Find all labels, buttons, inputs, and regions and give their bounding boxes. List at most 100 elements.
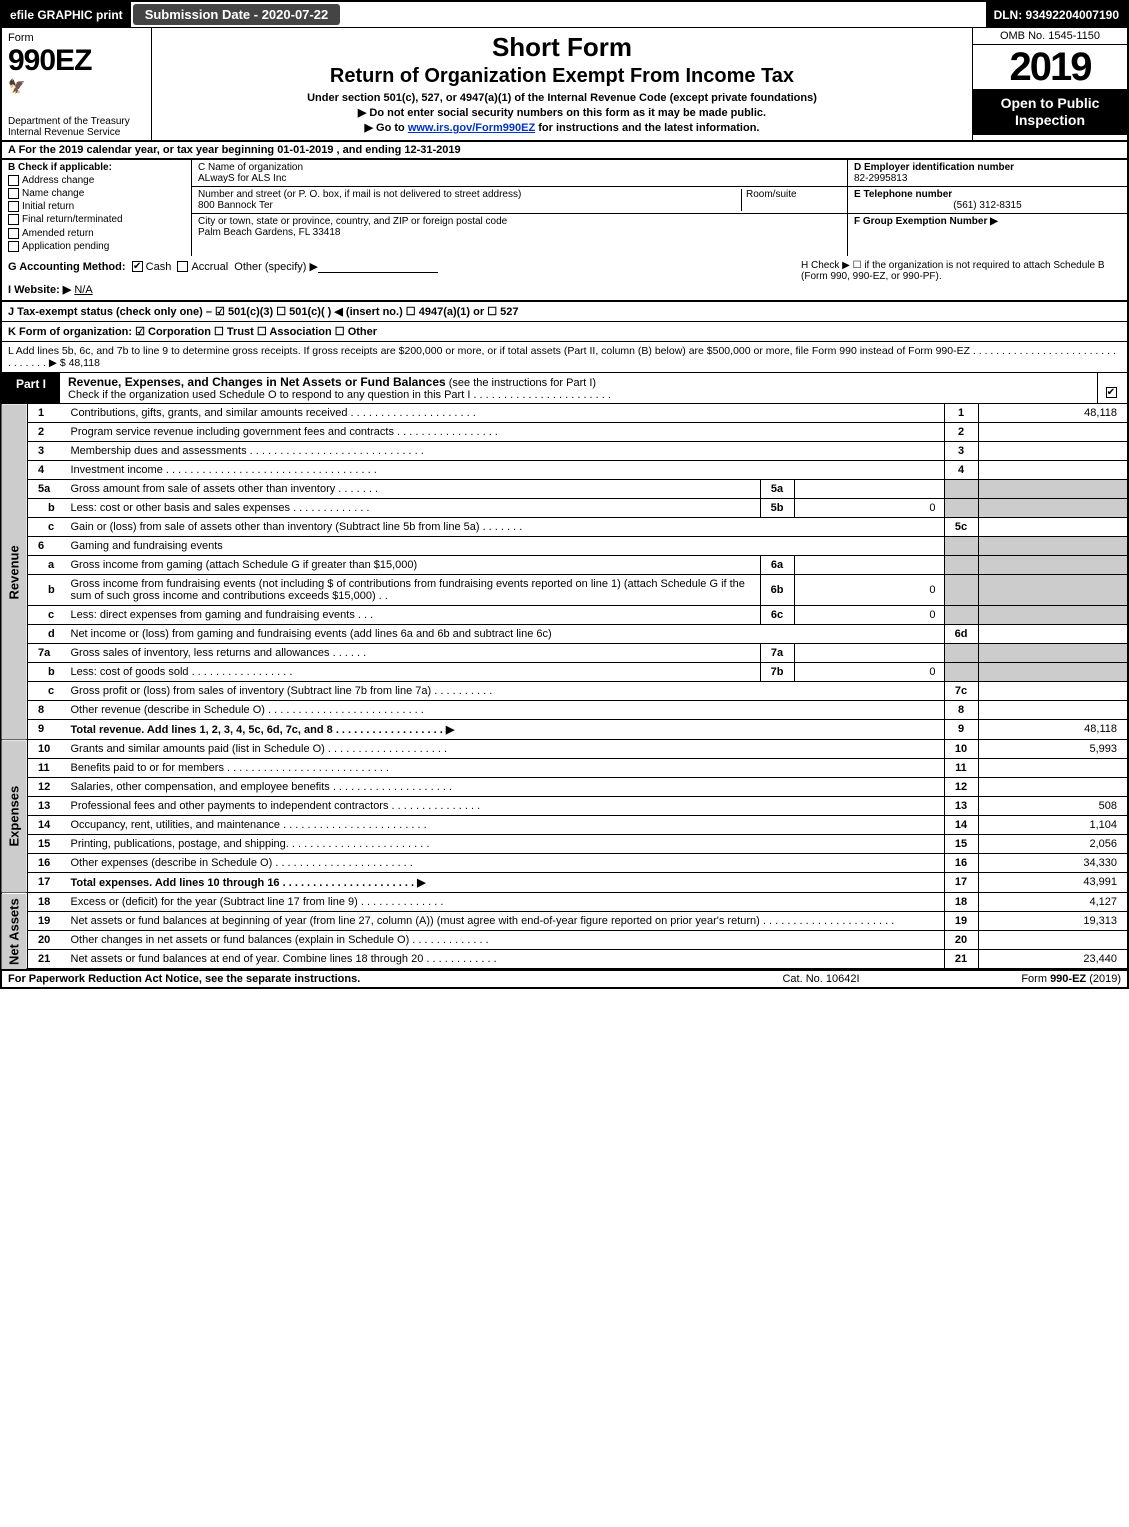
desc: Gross amount from sale of assets other t…: [66, 479, 761, 498]
val-shade: [978, 479, 1128, 498]
chk-application-pending[interactable]: Application pending: [8, 241, 185, 252]
row-city: City or town, state or province, country…: [192, 214, 847, 240]
num: 14: [944, 815, 978, 834]
line-15: 15 Printing, publications, postage, and …: [1, 834, 1128, 853]
footer-catno: Cat. No. 10642I: [691, 973, 951, 985]
group-exemption-label: F Group Exemption Number ▶: [854, 216, 998, 227]
header-center: Short Form Return of Organization Exempt…: [152, 28, 972, 140]
chk-accrual[interactable]: [177, 261, 188, 272]
ln: 3: [28, 441, 66, 460]
line-8: 8 Other revenue (describe in Schedule O)…: [1, 700, 1128, 719]
other-specify-input[interactable]: [318, 272, 438, 273]
midval: 0: [794, 662, 944, 681]
val: [978, 441, 1128, 460]
chk-name-change[interactable]: Name change: [8, 188, 185, 199]
desc: Gaming and fundraising events: [66, 536, 945, 555]
row-g: G Accounting Method: Cash Accrual Other …: [8, 260, 801, 296]
row-a-tax-year: A For the 2019 calendar year, or tax yea…: [0, 142, 1129, 160]
title-short-form: Short Form: [160, 32, 964, 63]
cash-label: Cash: [146, 261, 172, 273]
chk-amended[interactable]: Amended return: [8, 228, 185, 239]
other-label: Other (specify) ▶: [234, 261, 318, 273]
phone-value: (561) 312-8315: [854, 200, 1121, 211]
num: 19: [944, 911, 978, 930]
chk-cash[interactable]: [132, 261, 143, 272]
num: 1: [944, 404, 978, 423]
ln: b: [28, 662, 66, 681]
addr-value: 800 Bannock Ter: [198, 200, 741, 211]
line-7b: b Less: cost of goods sold . . . . . . .…: [1, 662, 1128, 681]
ln: 9: [28, 719, 66, 739]
midnum: 6a: [760, 555, 794, 574]
line-11: 11 Benefits paid to or for members . . .…: [1, 758, 1128, 777]
line-3: 3 Membership dues and assessments . . . …: [1, 441, 1128, 460]
expenses-table: Expenses 10 Grants and similar amounts p…: [0, 740, 1129, 893]
tax-year: 2019: [973, 45, 1127, 89]
part1-tab: Part I: [2, 373, 60, 403]
desc: Other expenses (describe in Schedule O) …: [66, 853, 945, 872]
page-footer: For Paperwork Reduction Act Notice, see …: [0, 970, 1129, 989]
val-shade: [978, 536, 1128, 555]
val-shade: [978, 605, 1128, 624]
val: 2,056: [978, 834, 1128, 853]
dept-line1: Department of the Treasury: [8, 116, 130, 127]
line-4: 4 Investment income . . . . . . . . . . …: [1, 460, 1128, 479]
efile-label[interactable]: efile GRAPHIC print: [2, 2, 131, 27]
val: [978, 758, 1128, 777]
form-header: Form 990EZ 🦅 Department of the Treasury …: [0, 27, 1129, 142]
title-return: Return of Organization Exempt From Incom…: [160, 65, 964, 88]
val: 43,991: [978, 872, 1128, 892]
midnum: 6b: [760, 574, 794, 605]
midval: 0: [794, 498, 944, 517]
row-f-group: F Group Exemption Number ▶: [848, 214, 1127, 229]
j-text: J Tax-exempt status (check only one) – ☑…: [8, 306, 518, 318]
ln: 19: [28, 911, 66, 930]
num-shade: [944, 498, 978, 517]
line-5b: b Less: cost or other basis and sales ex…: [1, 498, 1128, 517]
part1-checkbox[interactable]: [1097, 373, 1127, 403]
line-6c: c Less: direct expenses from gaming and …: [1, 605, 1128, 624]
addr-label: Number and street (or P. O. box, if mail…: [198, 189, 741, 200]
line-19: 19 Net assets or fund balances at beginn…: [1, 911, 1128, 930]
org-name-value: ALwayS for ALS Inc: [198, 173, 841, 184]
desc: Less: direct expenses from gaming and fu…: [66, 605, 761, 624]
top-bar: efile GRAPHIC print Submission Date - 20…: [0, 0, 1129, 27]
num: 11: [944, 758, 978, 777]
goto-post: for instructions and the latest informat…: [535, 122, 759, 134]
val: [978, 422, 1128, 441]
footer-paperwork: For Paperwork Reduction Act Notice, see …: [8, 973, 691, 985]
line-6d: d Net income or (loss) from gaming and f…: [1, 624, 1128, 643]
row-e-phone: E Telephone number (561) 312-8315: [848, 187, 1127, 214]
ln: 16: [28, 853, 66, 872]
goto-line: ▶ Go to www.irs.gov/Form990EZ for instru…: [160, 121, 964, 134]
ln: 2: [28, 422, 66, 441]
line-5c: c Gain or (loss) from sale of assets oth…: [1, 517, 1128, 536]
row-l: L Add lines 5b, 6c, and 7b to line 9 to …: [0, 342, 1129, 373]
chk-address-change[interactable]: Address change: [8, 175, 185, 186]
ln: 6: [28, 536, 66, 555]
irs-link[interactable]: www.irs.gov/Form990EZ: [408, 122, 535, 134]
desc: Net income or (loss) from gaming and fun…: [66, 624, 945, 643]
line-14: 14 Occupancy, rent, utilities, and maint…: [1, 815, 1128, 834]
part1-check-line: Check if the organization used Schedule …: [68, 389, 611, 401]
val: [978, 460, 1128, 479]
block-bcdef: B Check if applicable: Address change Na…: [0, 160, 1129, 256]
col-c: C Name of organization ALwayS for ALS In…: [192, 160, 847, 256]
desc: Benefits paid to or for members . . . . …: [66, 758, 945, 777]
line-1: Revenue 1 Contributions, gifts, grants, …: [1, 404, 1128, 423]
col-b: B Check if applicable: Address change Na…: [2, 160, 192, 256]
line-9: 9 Total revenue. Add lines 1, 2, 3, 4, 5…: [1, 719, 1128, 739]
chk-final-return[interactable]: Final return/terminated: [8, 214, 185, 225]
num: 2: [944, 422, 978, 441]
num: 5c: [944, 517, 978, 536]
val-shade: [978, 555, 1128, 574]
val: [978, 777, 1128, 796]
val: 1,104: [978, 815, 1128, 834]
desc: Gross profit or (loss) from sales of inv…: [66, 681, 945, 700]
department: Department of the Treasury Internal Reve…: [8, 116, 130, 138]
val: [978, 681, 1128, 700]
net-assets-table: Net Assets 18 Excess or (deficit) for th…: [0, 893, 1129, 970]
midnum: 5b: [760, 498, 794, 517]
midnum: 7b: [760, 662, 794, 681]
chk-initial-return[interactable]: Initial return: [8, 201, 185, 212]
